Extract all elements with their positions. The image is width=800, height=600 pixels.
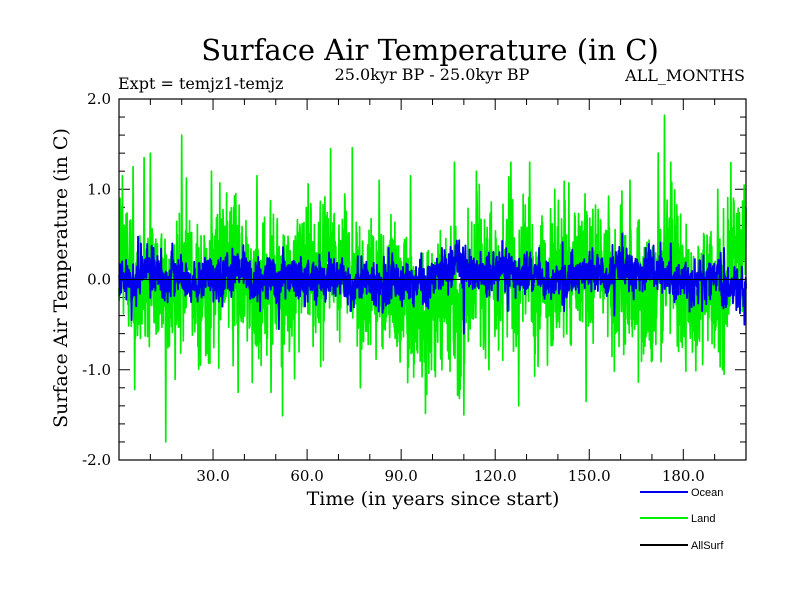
y-tick-label: 1.0 [87,180,111,198]
subtitle-period: 25.0kyr BP - 25.0kyr BP [335,65,530,84]
series-line-ocean [118,232,747,335]
subtitle-months: ALL_MONTHS [624,66,745,85]
legend: Ocean Land AllSurf [640,487,724,552]
chart-title: Surface Air Temperature (in C) [201,33,659,67]
x-tick-label: 120.0 [474,467,517,485]
y-tick-label: 0.0 [87,271,111,289]
subtitle-experiment: Expt = temjz1-temjz [118,74,283,93]
series-layer [118,114,747,443]
x-axis-label: Time (in years since start) [307,488,560,510]
axis-ticks: 30.0 60.0 90.0 120.0 150.0 180.0 -2.0 -1.0 0.0 1.… [82,90,746,485]
x-tick-label: 90.0 [384,467,417,485]
legend-label-allsurf: AllSurf [691,540,724,552]
y-axis-label: Surface Air Temperature (in C) [50,128,72,428]
plot-frame [118,98,747,461]
x-tick-label: 60.0 [290,467,323,485]
y-tick-label: 2.0 [87,90,111,108]
legend-label-land: Land [691,513,715,525]
y-tick-label: -2.0 [82,451,111,469]
y-tick-label: -1.0 [82,361,111,379]
x-tick-label: 150.0 [568,467,611,485]
overlay-layer [118,98,747,461]
x-tick-label: 180.0 [662,467,705,485]
legend-label-ocean: Ocean [691,487,723,499]
x-tick-label: 30.0 [196,467,229,485]
